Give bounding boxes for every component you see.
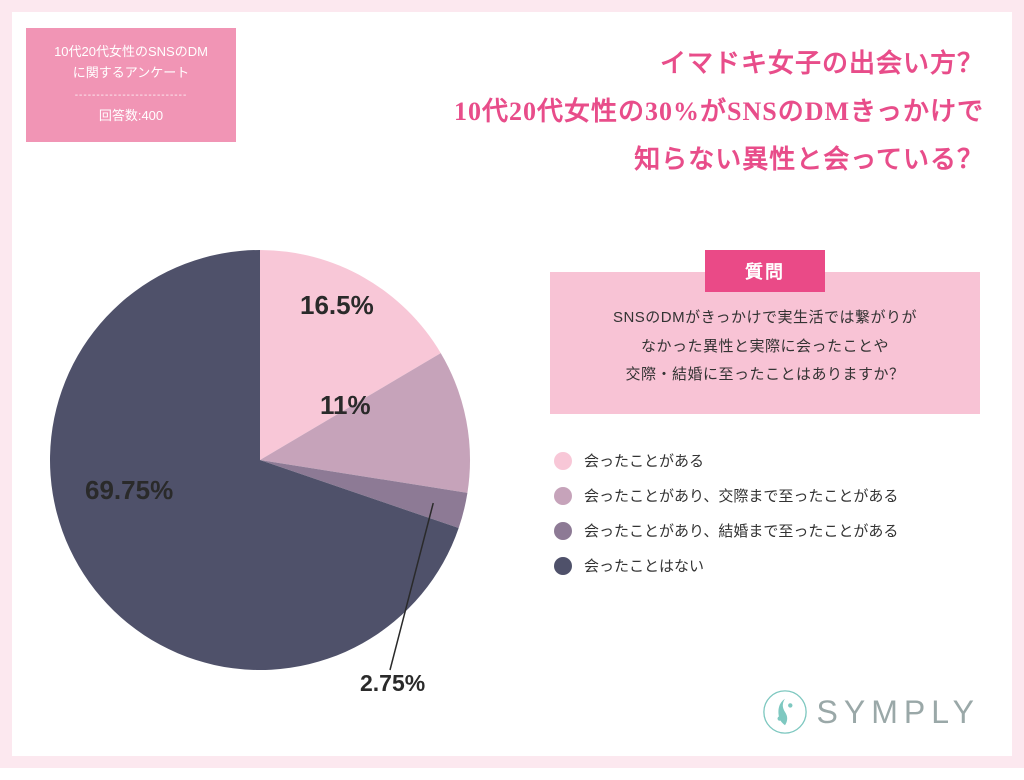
legend-swatch	[554, 452, 572, 470]
legend-label: 会ったことがある	[584, 450, 704, 471]
legend-label: 会ったことはない	[584, 555, 704, 576]
pie-chart: 16.5%11%2.75%69.75%	[40, 240, 480, 680]
headline: イマドキ女子の出会い方？ 10代20代女性の30%がSNSのDMきっかけで 知ら…	[264, 40, 984, 184]
brand-logo: SYMPLY	[763, 690, 980, 734]
survey-info-box: 10代20代女性のSNSのDM に関するアンケート --------------…	[26, 28, 236, 142]
legend-swatch	[554, 557, 572, 575]
question-tab: 質問	[705, 250, 825, 292]
survey-title-line1: 10代20代女性のSNSのDM	[36, 42, 226, 63]
pct-label: 69.75%	[85, 475, 173, 506]
legend-item: 会ったことはない	[554, 555, 964, 576]
pct-label: 16.5%	[300, 290, 374, 321]
question-line3: 交際・結婚に至ったことはありますか？	[564, 361, 966, 390]
legend-item: 会ったことがあり、結婚まで至ったことがある	[554, 520, 964, 541]
headline-line2: 10代20代女性の30%がSNSのDMきっかけで	[264, 88, 984, 136]
legend-swatch	[554, 487, 572, 505]
symply-logo-icon	[763, 690, 807, 734]
pct-label: 2.75%	[360, 670, 425, 697]
question-block: 質問 SNSのDMがきっかけで実生活では繋がりが なかった異性と実際に会ったこと…	[550, 250, 980, 414]
question-body: SNSのDMがきっかけで実生活では繋がりが なかった異性と実際に会ったことや 交…	[550, 272, 980, 414]
legend-item: 会ったことがあり、交際まで至ったことがある	[554, 485, 964, 506]
survey-divider: --------------------------	[36, 88, 226, 104]
survey-count: 回答数:400	[36, 106, 226, 127]
headline-line1: イマドキ女子の出会い方？	[264, 40, 984, 88]
legend-swatch	[554, 522, 572, 540]
legend-label: 会ったことがあり、交際まで至ったことがある	[584, 485, 898, 506]
legend-item: 会ったことがある	[554, 450, 964, 471]
legend: 会ったことがある会ったことがあり、交際まで至ったことがある会ったことがあり、結婚…	[554, 450, 964, 590]
question-line2: なかった異性と実際に会ったことや	[564, 333, 966, 362]
survey-title-line2: に関するアンケート	[36, 63, 226, 84]
headline-line3: 知らない異性と会っている？	[264, 136, 984, 184]
legend-label: 会ったことがあり、結婚まで至ったことがある	[584, 520, 898, 541]
question-line1: SNSのDMがきっかけで実生活では繋がりが	[564, 304, 966, 333]
pct-label: 11%	[320, 390, 371, 421]
brand-logo-text: SYMPLY	[817, 694, 980, 731]
